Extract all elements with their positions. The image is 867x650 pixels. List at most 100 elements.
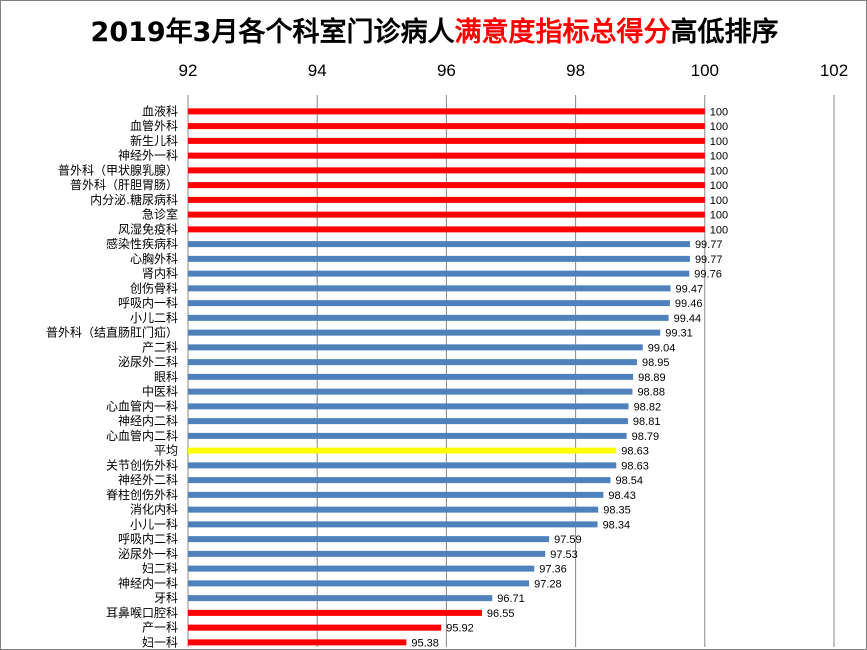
value-label-19: 98.88 xyxy=(637,387,665,399)
value-label-1: 100 xyxy=(710,121,728,133)
value-label-13: 99.46 xyxy=(675,298,703,310)
bar-8 xyxy=(188,226,705,232)
bar-4 xyxy=(188,167,705,173)
bar-21 xyxy=(188,418,628,424)
category-label-26: 脊柱创伤外科 xyxy=(106,487,178,502)
category-label-0: 血液科 xyxy=(142,103,178,118)
bar-25 xyxy=(188,477,610,483)
bar-34 xyxy=(188,610,482,616)
x-tick-label-100: 100 xyxy=(691,61,719,80)
bar-0 xyxy=(188,108,705,114)
category-label-7: 急诊室 xyxy=(142,207,178,222)
value-label-6: 100 xyxy=(710,195,728,207)
category-label-5: 普外科（肝胆胃肠） xyxy=(70,178,178,192)
bar-1 xyxy=(188,123,705,129)
value-label-33: 96.71 xyxy=(497,593,525,605)
category-label-10: 心胸外科 xyxy=(130,251,178,266)
value-label-27: 98.35 xyxy=(603,505,631,517)
category-label-18: 眼科 xyxy=(154,370,178,384)
x-tick-label-98: 98 xyxy=(566,61,585,80)
bar-23 xyxy=(188,448,616,454)
value-label-5: 100 xyxy=(710,180,728,192)
x-tick-label-92: 92 xyxy=(179,61,198,80)
bar-33 xyxy=(188,595,492,601)
bar-22 xyxy=(188,433,627,439)
category-label-1: 血管外科 xyxy=(130,118,178,133)
x-tick-label-94: 94 xyxy=(308,61,327,80)
bar-20 xyxy=(188,403,629,409)
category-label-2: 新生儿科 xyxy=(130,133,178,148)
category-label-30: 泌尿外一科 xyxy=(118,547,178,561)
bar-36 xyxy=(188,639,406,645)
bar-26 xyxy=(188,492,603,498)
bar-17 xyxy=(188,359,637,365)
value-label-3: 100 xyxy=(710,151,728,163)
bar-2 xyxy=(188,138,705,144)
value-label-14: 99.44 xyxy=(674,313,702,325)
category-label-32: 神经内一科 xyxy=(118,576,178,590)
category-label-24: 关节创伤外科 xyxy=(106,458,178,472)
category-label-20: 心血管内一科 xyxy=(106,398,178,413)
bar-chart: 92 94 96 98 100 102 血液科血管外科新生儿科神经外一科普外科（甲状腺乳腺… xyxy=(0,0,867,650)
value-label-8: 100 xyxy=(710,224,728,236)
category-label-33: 牙科 xyxy=(154,591,178,605)
bar-18 xyxy=(188,374,633,380)
value-label-17: 98.95 xyxy=(642,357,670,369)
value-label-16: 99.04 xyxy=(648,342,676,354)
bar-16 xyxy=(188,344,643,350)
category-label-6: 内分泌.糖尿病科 xyxy=(90,192,178,207)
value-label-23: 98.63 xyxy=(621,446,649,458)
category-label-36: 妇一科 xyxy=(142,635,178,649)
bar-15 xyxy=(188,330,660,336)
category-label-29: 呼吸内二科 xyxy=(118,532,178,546)
value-label-36: 95.38 xyxy=(411,637,439,649)
category-label-35: 产一科 xyxy=(142,621,178,635)
bar-10 xyxy=(188,256,690,262)
bar-14 xyxy=(188,315,669,321)
category-label-4: 普外科（甲状腺乳腺） xyxy=(58,163,178,177)
gridlines xyxy=(188,95,834,647)
value-label-18: 98.89 xyxy=(638,372,666,384)
bar-28 xyxy=(188,521,598,527)
value-label-4: 100 xyxy=(710,165,728,177)
category-label-34: 耳鼻喉口腔科 xyxy=(106,605,178,620)
value-label-9: 99.77 xyxy=(695,239,723,251)
category-label-13: 呼吸内一科 xyxy=(118,296,178,310)
x-tick-label-96: 96 xyxy=(437,61,456,80)
x-axis-tick-labels: 92 94 96 98 100 102 xyxy=(179,61,849,80)
category-label-31: 妇二科 xyxy=(142,562,178,576)
value-label-11: 99.76 xyxy=(694,269,722,281)
bar-19 xyxy=(188,389,632,395)
category-label-12: 创伤骨科 xyxy=(130,281,178,295)
value-label-10: 99.77 xyxy=(695,254,723,266)
bar-31 xyxy=(188,566,534,572)
value-label-20: 98.82 xyxy=(634,401,662,413)
value-label-12: 99.47 xyxy=(676,283,704,295)
value-label-35: 95.92 xyxy=(446,623,474,635)
category-label-27: 消化内科 xyxy=(130,503,178,517)
category-labels: 血液科血管外科新生儿科神经外一科普外科（甲状腺乳腺）普外科（肝胆胃肠）内分泌.糖… xyxy=(46,103,178,649)
bar-29 xyxy=(188,536,549,542)
category-label-8: 风湿免疫科 xyxy=(118,221,178,236)
bar-5 xyxy=(188,182,705,188)
value-label-21: 98.81 xyxy=(633,416,661,428)
bar-9 xyxy=(188,241,690,247)
bar-13 xyxy=(188,300,670,306)
bar-7 xyxy=(188,212,705,218)
value-label-7: 100 xyxy=(710,210,728,222)
category-label-25: 神经外二科 xyxy=(118,473,178,487)
value-label-32: 97.28 xyxy=(534,578,562,590)
value-label-29: 97.59 xyxy=(554,534,582,546)
value-label-22: 98.79 xyxy=(632,431,660,443)
bar-11 xyxy=(188,271,689,277)
category-label-17: 泌尿外二科 xyxy=(118,355,178,369)
value-label-34: 96.55 xyxy=(487,608,515,620)
category-label-19: 中医科 xyxy=(142,384,178,399)
category-label-21: 神经内二科 xyxy=(118,414,178,428)
category-label-14: 小儿二科 xyxy=(130,311,178,325)
bar-12 xyxy=(188,285,671,291)
bar-32 xyxy=(188,580,529,586)
value-label-2: 100 xyxy=(710,136,728,148)
category-label-9: 感染性疾病科 xyxy=(106,236,178,251)
category-label-28: 小儿一科 xyxy=(130,517,178,531)
